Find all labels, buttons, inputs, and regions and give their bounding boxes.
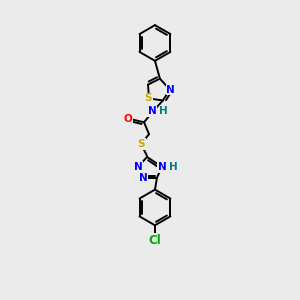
Text: H: H xyxy=(169,162,178,172)
Text: O: O xyxy=(124,114,133,124)
Text: N: N xyxy=(139,173,147,183)
Text: Cl: Cl xyxy=(148,234,161,247)
Text: S: S xyxy=(137,139,145,149)
Text: N: N xyxy=(148,106,156,116)
Text: H: H xyxy=(159,106,168,116)
Text: N: N xyxy=(134,162,142,172)
Text: N: N xyxy=(167,85,175,94)
Text: S: S xyxy=(144,94,152,103)
Text: N: N xyxy=(158,162,166,172)
